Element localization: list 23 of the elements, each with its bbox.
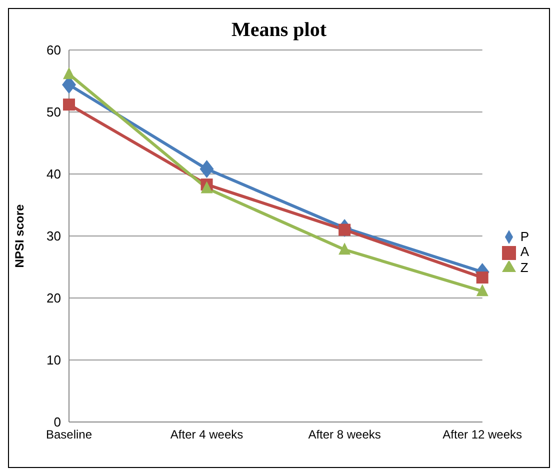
y-tick-label: 60 — [46, 42, 61, 58]
y-axis-title: NPSI score — [12, 204, 26, 268]
point — [63, 67, 75, 80]
legend-label: A — [520, 244, 529, 260]
legend-label: Z — [520, 260, 528, 275]
point — [200, 160, 214, 178]
x-tick-label: After 4 weeks — [170, 428, 244, 442]
y-tick-label: 10 — [46, 352, 61, 368]
point — [476, 272, 488, 284]
point — [338, 242, 351, 255]
chart-title: Means plot — [230, 19, 328, 42]
x-tick-label: Baseline — [46, 428, 92, 442]
legend-label: P — [520, 228, 529, 244]
point — [476, 284, 488, 296]
y-tick-label: 0 — [54, 414, 61, 430]
y-tick-label: 30 — [46, 228, 61, 244]
x-tick-label: After 12 weeks — [442, 428, 522, 442]
point — [200, 181, 213, 194]
y-tick-label: 20 — [46, 290, 61, 306]
x-tick-label: After 8 weeks — [308, 428, 381, 442]
point — [63, 98, 75, 111]
y-tick-label: 40 — [46, 166, 61, 182]
y-tick-label: 50 — [46, 104, 61, 120]
